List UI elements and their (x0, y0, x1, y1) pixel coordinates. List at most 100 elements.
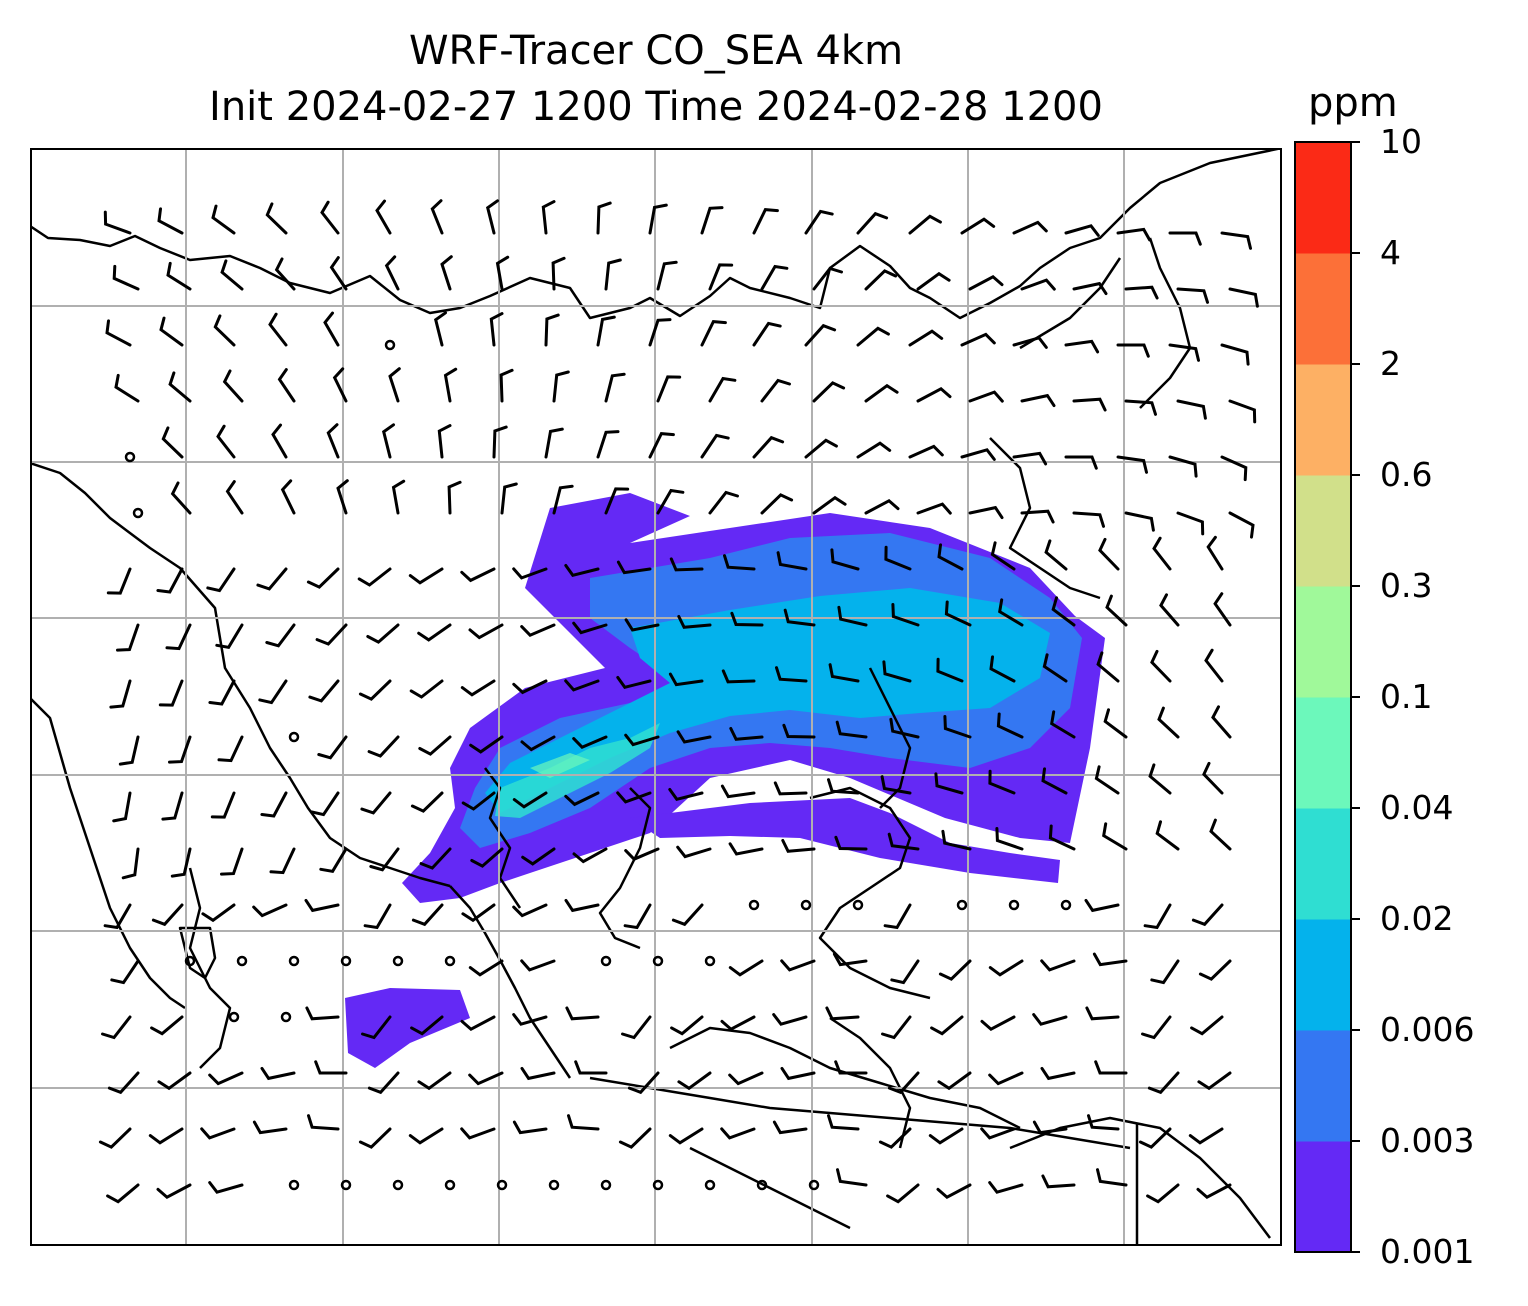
wind-barb (157, 207, 184, 235)
wind-barb (624, 733, 660, 747)
wind-barb (812, 495, 847, 515)
colorbar-segment (1295, 697, 1351, 809)
wind-barb (430, 199, 444, 235)
wind-barb (220, 847, 244, 876)
wind-barb (265, 623, 296, 648)
wind-barb (418, 735, 452, 756)
wind-barb (564, 679, 600, 692)
wind-barb (1157, 706, 1180, 739)
wind-barb (604, 372, 626, 403)
wind-barb (1204, 648, 1224, 683)
wind-barb (319, 847, 348, 873)
wind-barb (366, 623, 400, 644)
wind-barb (782, 723, 816, 739)
calm-wind-marker (704, 955, 716, 967)
wind-barb (775, 666, 808, 683)
wind-barb (1020, 278, 1056, 291)
wind-barb (114, 373, 140, 403)
wind-barb (773, 781, 808, 796)
wind-barb (728, 842, 764, 856)
wind-barb (1138, 1127, 1172, 1149)
wind-barb (512, 791, 548, 809)
wind-barb (158, 679, 184, 707)
wind-barb (391, 479, 406, 515)
wind-barb (772, 1013, 808, 1026)
wind-barb (1148, 763, 1172, 795)
calm-wind-marker (184, 955, 196, 967)
wind-barb (1116, 343, 1150, 358)
wind-barb (252, 1120, 288, 1135)
wind-barb (1094, 765, 1120, 795)
wind-barb (772, 1120, 808, 1135)
wind-barb (889, 717, 920, 739)
wind-barb (170, 481, 192, 515)
calm-wind-marker (548, 1179, 560, 1191)
colorbar-tick-label: 0.3 (1380, 566, 1433, 605)
wind-barb (804, 323, 837, 347)
wind-barb (916, 502, 952, 515)
wind-barb (460, 567, 496, 583)
colorbar-tick-label: 2 (1380, 344, 1401, 383)
wind-barb (832, 952, 868, 967)
wind-barb (121, 847, 140, 880)
wind-barb (208, 679, 236, 706)
wind-barb (988, 769, 1016, 795)
wind-barb (908, 444, 944, 459)
map-title: WRF-Tracer CO_SEA 4km (408, 28, 904, 74)
wind-barb (656, 488, 685, 515)
wind-barb (260, 1066, 296, 1081)
wind-barb (988, 1181, 1024, 1194)
wind-barb (468, 1071, 504, 1086)
wind-barb (305, 1006, 340, 1021)
wind-barb (320, 200, 340, 235)
wind-barb (1176, 399, 1207, 420)
wind-barb (103, 210, 132, 235)
wind-barb (469, 735, 504, 754)
wind-barb (1196, 1183, 1232, 1200)
colorbar-segment (1295, 919, 1351, 1031)
calm-wind-marker (384, 339, 396, 351)
wind-barb (161, 791, 184, 821)
wind-barb (998, 598, 1024, 627)
calm-wind-marker (444, 1179, 456, 1191)
wind-barb (168, 371, 192, 403)
wind-barb (648, 318, 672, 347)
wind-barb (1020, 393, 1056, 408)
calm-wind-marker (704, 1179, 716, 1191)
wind-barb (884, 545, 912, 571)
wind-barb (443, 367, 458, 403)
wind-barb (1228, 399, 1257, 424)
wind-barb (827, 778, 860, 795)
wind-barb (156, 1183, 192, 1200)
wind-barb (384, 255, 400, 291)
wind-barb (572, 847, 608, 864)
wind-barb (440, 255, 453, 291)
wind-barb (1176, 287, 1209, 304)
wind-barb (928, 1127, 964, 1145)
wind-barb (1098, 537, 1120, 571)
wind-barb (361, 1015, 392, 1040)
calm-wind-marker (132, 507, 144, 519)
wind-barb (908, 329, 944, 347)
wind-barb (468, 623, 504, 640)
wind-barb (752, 321, 782, 347)
wind-barb (1228, 511, 1255, 539)
wind-barb (1191, 903, 1224, 927)
wind-barb (317, 735, 348, 760)
wind-barb (856, 441, 892, 459)
wind-barb (156, 567, 184, 594)
wind-barb (827, 1114, 860, 1131)
calm-wind-marker (652, 1179, 664, 1191)
wind-barb (367, 1071, 400, 1095)
wind-barb (336, 479, 349, 515)
wind-barb (830, 548, 860, 571)
wind-barb (564, 898, 600, 913)
wind-barb (157, 1071, 192, 1091)
wind-barb (1032, 1120, 1068, 1135)
calm-wind-marker (748, 899, 760, 911)
wind-barb (1124, 399, 1157, 416)
wind-barb (780, 959, 816, 972)
wind-barb (1116, 455, 1148, 474)
wind-barb (908, 214, 942, 235)
calm-wind-marker (852, 899, 864, 911)
